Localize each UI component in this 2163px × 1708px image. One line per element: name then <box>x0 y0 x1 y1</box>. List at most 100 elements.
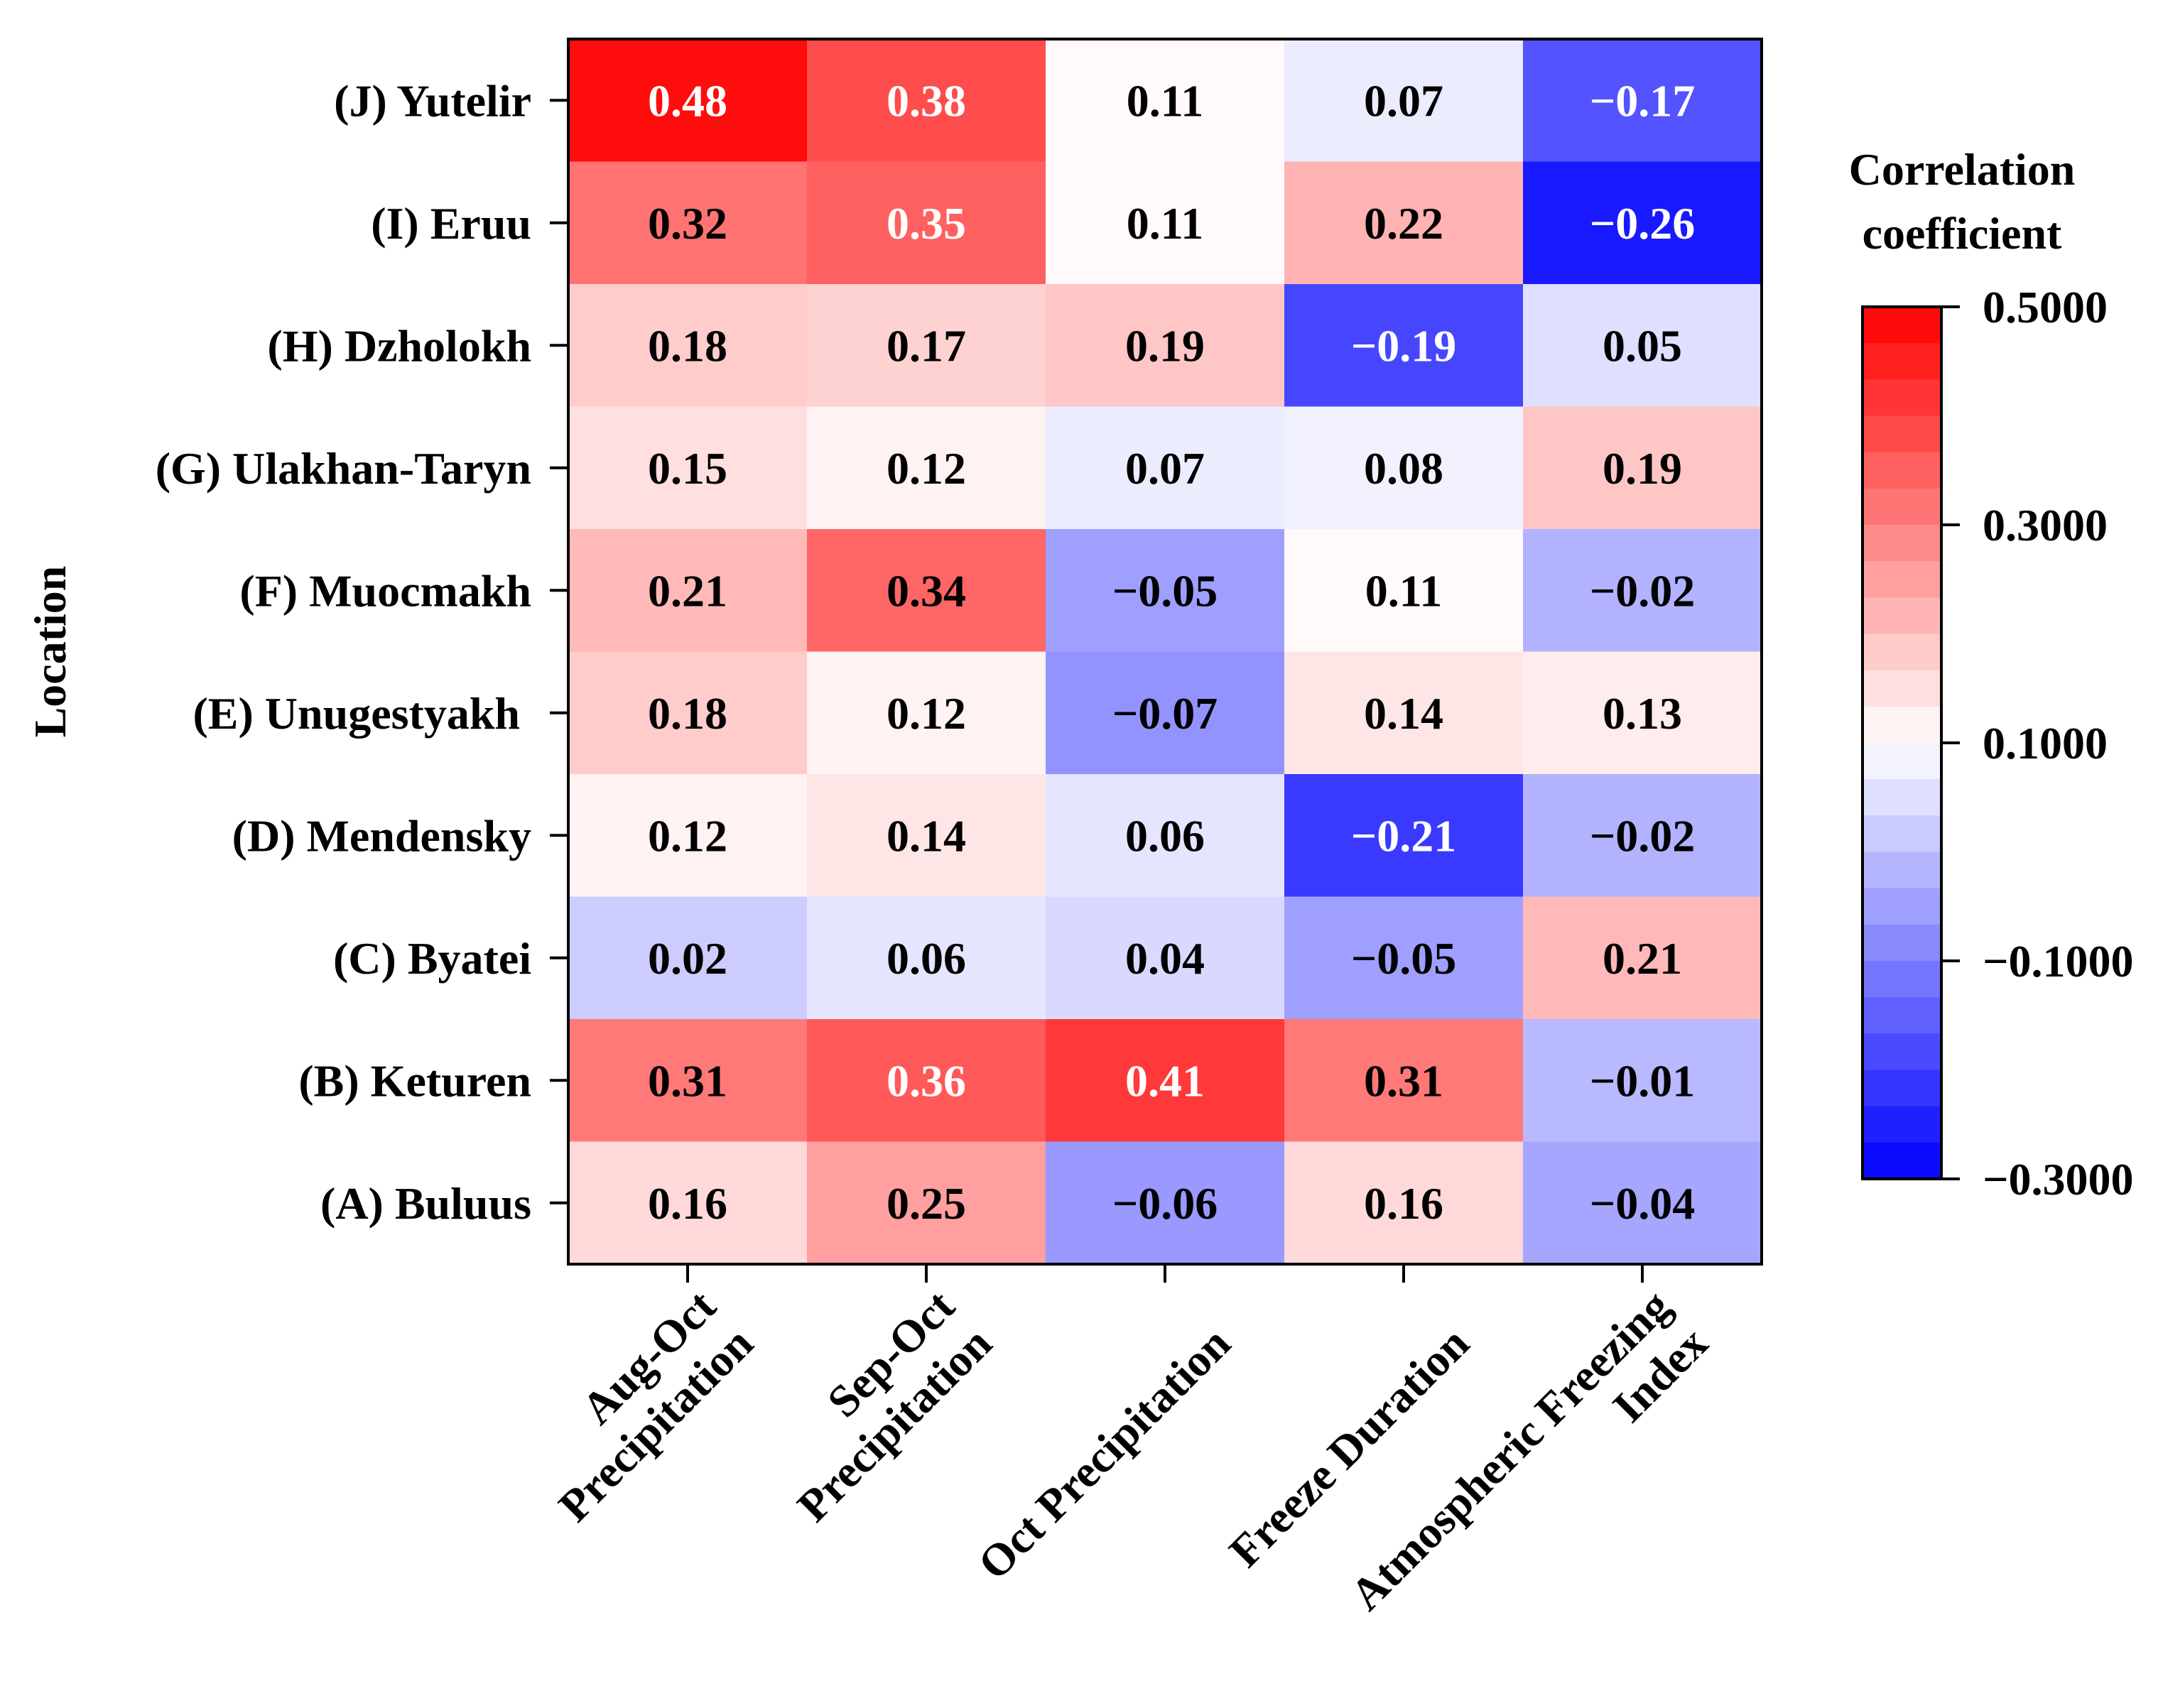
cell-value: 0.48 <box>648 75 727 126</box>
heatmap-cell <box>807 39 1046 163</box>
cell-value: 0.19 <box>1603 443 1682 494</box>
cell-value: 0.34 <box>887 565 966 616</box>
heatmap-cell <box>1284 651 1524 775</box>
heatmap-cell <box>807 1141 1046 1265</box>
colorbar-segment <box>1863 379 1941 417</box>
heatmap-cell <box>1284 1019 1524 1143</box>
cell-value-labels: 0.48 0.38 0.11 0.07 −0.17 0.32 0.35 0.11 0.22 −0.… <box>648 75 1695 1229</box>
cell-value: 0.12 <box>887 688 966 739</box>
heatmap-cell <box>1523 39 1762 163</box>
heatmap-cell <box>1046 529 1285 653</box>
y-tick-label: (F) Muocmakh <box>239 565 531 616</box>
heatmap-cell <box>1523 774 1762 898</box>
heatmap-cell <box>807 774 1046 898</box>
heatmap-cell <box>568 161 808 285</box>
heatmap-cell <box>1284 774 1524 898</box>
y-tick-label: (J) Yutelir <box>334 75 531 126</box>
heatmap-cell <box>1284 161 1524 285</box>
heatmap-cell <box>1284 896 1524 1020</box>
heatmap-cell <box>1284 1141 1524 1265</box>
heatmap-cell <box>1046 161 1285 285</box>
y-tick-label: (I) Eruu <box>371 198 531 249</box>
y-tick-label: (E) Unugestyakh <box>193 688 531 739</box>
heatmap-cell <box>568 406 808 530</box>
cell-value: 0.06 <box>1125 810 1205 861</box>
heatmap-cell <box>568 1141 808 1265</box>
y-tick-label: (G) Ulakhan-Taryn <box>156 443 531 494</box>
y-axis-title: Location <box>25 566 75 738</box>
heatmap-cell <box>807 1019 1046 1143</box>
heatmap-cell <box>1523 1019 1762 1143</box>
colorbar-tick-label: 0.1000 <box>1983 718 2108 768</box>
colorbar-tick-label: 0.3000 <box>1983 500 2108 550</box>
cell-value: 0.07 <box>1364 75 1443 126</box>
colorbar-segment <box>1863 924 1941 962</box>
cell-value: 0.14 <box>1364 688 1443 739</box>
cell-value: 0.35 <box>887 198 966 249</box>
cell-value: 0.21 <box>1603 933 1682 984</box>
heatmap-cell <box>1523 406 1762 530</box>
heatmap-cell <box>568 1019 808 1143</box>
colorbar-segment <box>1863 488 1941 526</box>
cell-value: 0.31 <box>648 1055 727 1106</box>
cell-value: 0.16 <box>1364 1178 1443 1229</box>
colorbar-segment <box>1863 961 1941 998</box>
colorbar-segment <box>1863 1142 1941 1180</box>
cell-value: 0.41 <box>1125 1055 1205 1106</box>
heatmap-cell <box>568 774 808 898</box>
heatmap-cell <box>1046 406 1285 530</box>
cell-value: 0.18 <box>648 320 727 371</box>
cell-value: −0.01 <box>1590 1055 1695 1106</box>
cell-value: 0.38 <box>887 75 966 126</box>
cell-value: 0.18 <box>648 688 727 739</box>
cell-value: −0.02 <box>1590 565 1695 616</box>
cell-value: 0.17 <box>887 320 966 371</box>
cell-value: −0.05 <box>1351 933 1456 984</box>
heatmap-cell <box>1046 284 1285 408</box>
heatmap-cell <box>568 651 808 775</box>
heatmap-cell <box>807 651 1046 775</box>
cell-value: 0.14 <box>887 810 966 861</box>
cell-value: 0.13 <box>1603 688 1682 739</box>
colorbar-segment <box>1863 307 1941 344</box>
heatmap-cell <box>568 284 808 408</box>
heatmap-cell <box>807 529 1046 653</box>
cell-value: 0.22 <box>1364 198 1443 249</box>
heatmap-cell <box>1284 406 1524 530</box>
x-tick-label-line: Oct Precipitation <box>968 1317 1240 1589</box>
heatmap-cell <box>1523 161 1762 285</box>
colorbar-segment <box>1863 743 1941 780</box>
cell-value: 0.15 <box>648 443 727 494</box>
y-tick-label: (A) Buluus <box>320 1178 531 1229</box>
colorbar-segment <box>1863 888 1941 925</box>
heatmap-cell <box>1284 39 1524 163</box>
colorbar-title: Correlation coefficient <box>1849 144 2076 259</box>
colorbar: 0.5000 0.3000 0.1000 −0.1000 −0.3000 <box>1861 282 2133 1204</box>
heatmap-cell <box>1523 529 1762 653</box>
colorbar-segment <box>1863 415 1941 453</box>
colorbar-segment <box>1863 815 1941 853</box>
cell-value: 0.06 <box>887 933 966 984</box>
colorbar-segment <box>1863 1106 1941 1143</box>
heatmap-cell <box>807 161 1046 285</box>
cell-value: 0.07 <box>1125 443 1205 494</box>
heatmap-cell <box>1523 1141 1762 1265</box>
heatmap-cell <box>1046 896 1285 1020</box>
cell-value: 0.19 <box>1125 320 1205 371</box>
heatmap-cell <box>1046 651 1285 775</box>
cell-value: −0.05 <box>1112 565 1218 616</box>
colorbar-tick-label: −0.1000 <box>1983 936 2133 986</box>
x-tick-label: Oct Precipitation <box>968 1317 1240 1589</box>
colorbar-segment <box>1863 1070 1941 1107</box>
heatmap-cell <box>1284 284 1524 408</box>
cell-value: 0.11 <box>1365 565 1442 616</box>
cell-value: −0.17 <box>1590 75 1695 126</box>
heatmap-cell <box>1046 1141 1285 1265</box>
colorbar-segment <box>1863 561 1941 598</box>
colorbar-segment <box>1863 670 1941 707</box>
colorbar-tick-label: 0.5000 <box>1983 282 2108 332</box>
